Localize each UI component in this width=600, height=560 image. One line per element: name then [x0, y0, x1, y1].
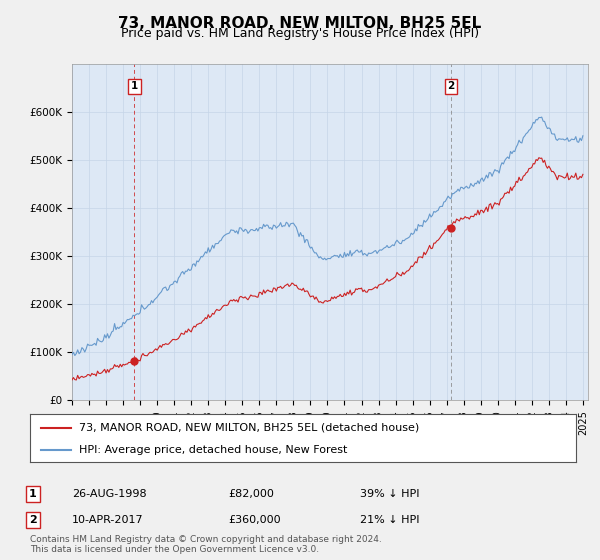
- Text: 73, MANOR ROAD, NEW MILTON, BH25 5EL (detached house): 73, MANOR ROAD, NEW MILTON, BH25 5EL (de…: [79, 423, 419, 433]
- Text: 39% ↓ HPI: 39% ↓ HPI: [360, 489, 419, 499]
- Text: Price paid vs. HM Land Registry's House Price Index (HPI): Price paid vs. HM Land Registry's House …: [121, 27, 479, 40]
- Text: 2: 2: [447, 81, 455, 91]
- Text: £360,000: £360,000: [228, 515, 281, 525]
- Text: 1: 1: [29, 489, 37, 499]
- Text: 10-APR-2017: 10-APR-2017: [72, 515, 143, 525]
- Text: 73, MANOR ROAD, NEW MILTON, BH25 5EL: 73, MANOR ROAD, NEW MILTON, BH25 5EL: [118, 16, 482, 31]
- Text: £82,000: £82,000: [228, 489, 274, 499]
- Text: 26-AUG-1998: 26-AUG-1998: [72, 489, 146, 499]
- Text: 1: 1: [131, 81, 138, 91]
- Text: Contains HM Land Registry data © Crown copyright and database right 2024.
This d: Contains HM Land Registry data © Crown c…: [30, 535, 382, 554]
- Text: 21% ↓ HPI: 21% ↓ HPI: [360, 515, 419, 525]
- Text: 2: 2: [29, 515, 37, 525]
- Text: HPI: Average price, detached house, New Forest: HPI: Average price, detached house, New …: [79, 445, 347, 455]
